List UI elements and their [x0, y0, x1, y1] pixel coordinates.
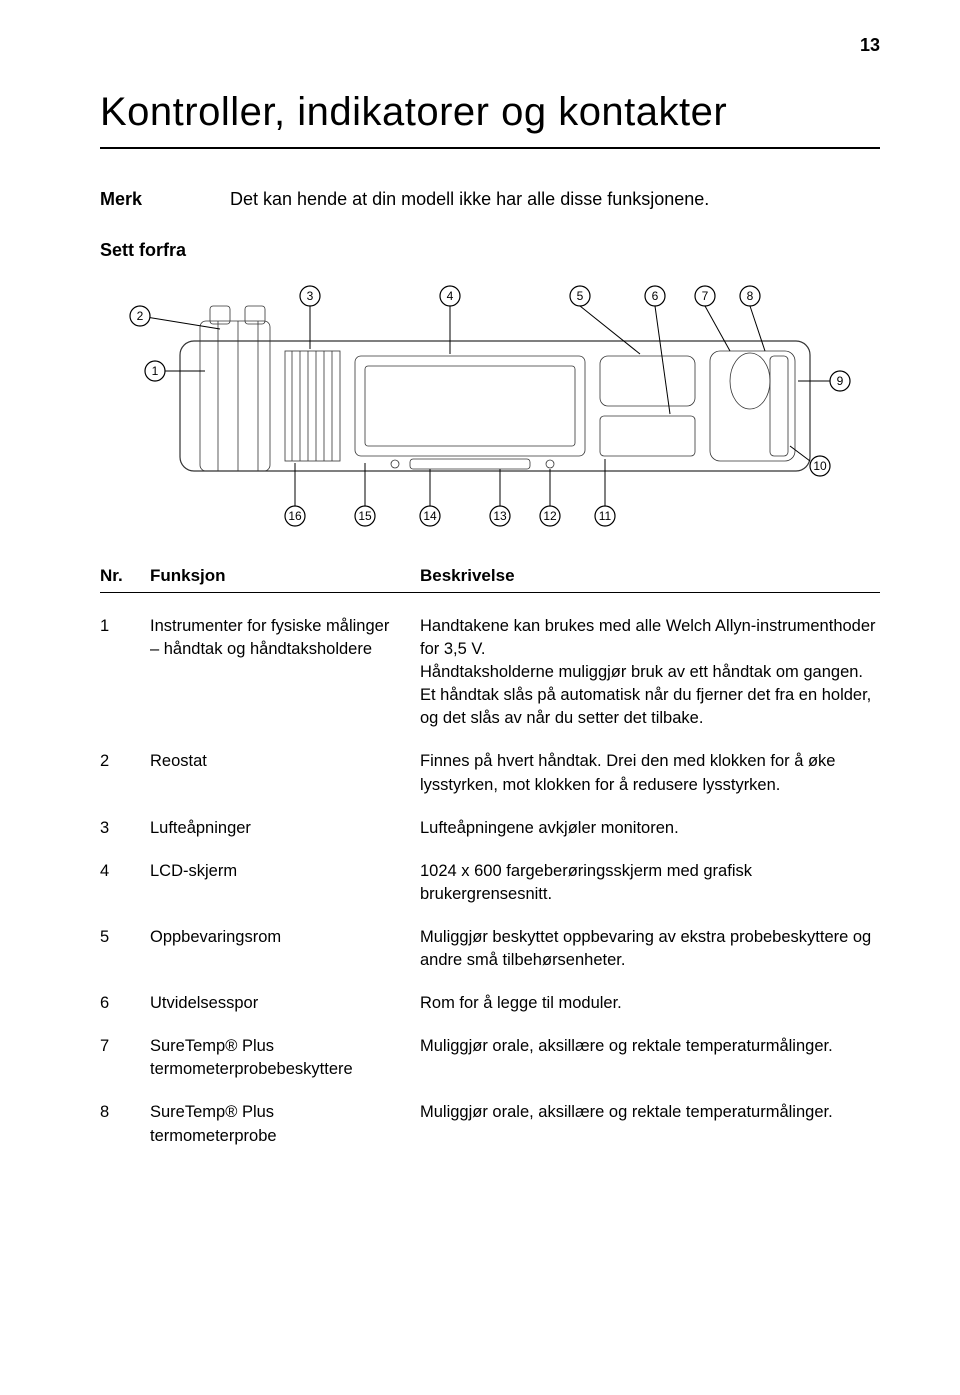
svg-text:11: 11 — [599, 509, 612, 523]
cell-desc: Rom for å legge til moduler. — [420, 992, 880, 1015]
col-fn: Funksjon — [150, 566, 420, 586]
device-diagram: 2 3 4 5 6 7 8 1 9 10 16 15 14 13 12 11 — [110, 281, 870, 531]
callout-12: 12 — [540, 506, 560, 526]
cell-nr: 2 — [100, 750, 150, 796]
svg-text:2: 2 — [137, 309, 144, 323]
svg-text:4: 4 — [447, 289, 454, 303]
callout-8: 8 — [740, 286, 760, 306]
cell-fn: LCD-skjerm — [150, 860, 420, 906]
callout-3: 3 — [300, 286, 320, 306]
cell-desc: Muliggjør beskyttet oppbevaring av ekstr… — [420, 926, 880, 972]
svg-text:9: 9 — [837, 374, 844, 388]
col-desc: Beskrivelse — [420, 566, 880, 586]
callout-7: 7 — [695, 286, 715, 306]
table-row: 1 Instrumenter for fysiske målinger – hå… — [100, 605, 880, 740]
callout-2: 2 — [130, 306, 150, 326]
cell-fn: Lufteåpninger — [150, 817, 420, 840]
cell-desc: Handtakene kan brukes med alle Welch All… — [420, 615, 880, 730]
cell-nr: 5 — [100, 926, 150, 972]
cell-nr: 4 — [100, 860, 150, 906]
svg-text:8: 8 — [747, 289, 754, 303]
page-title: Kontroller, indikatorer og kontakter — [100, 90, 880, 135]
callout-4: 4 — [440, 286, 460, 306]
cell-desc: Muliggjør orale, aksillære og rektale te… — [420, 1101, 880, 1147]
cell-desc: 1024 x 600 fargeberøringsskjerm med graf… — [420, 860, 880, 906]
title-rule — [100, 147, 880, 149]
merk-row: Merk Det kan hende at din modell ikke ha… — [100, 189, 880, 210]
merk-label: Merk — [100, 189, 230, 210]
callout-16: 16 — [285, 506, 305, 526]
svg-text:15: 15 — [358, 509, 372, 523]
page-number: 13 — [860, 35, 880, 56]
svg-text:1: 1 — [152, 364, 159, 378]
table-row: 2 Reostat Finnes på hvert håndtak. Drei … — [100, 740, 880, 806]
cell-fn: Instrumenter for fysiske målinger – hånd… — [150, 615, 420, 730]
cell-nr: 1 — [100, 615, 150, 730]
svg-text:7: 7 — [702, 289, 709, 303]
cell-fn: Utvidelsesspor — [150, 992, 420, 1015]
table-row: 3 Lufteåpninger Lufteåpningene avkjøler … — [100, 807, 880, 850]
table-row: 8 SureTemp® Plus termometerprobe Muliggj… — [100, 1091, 880, 1157]
cell-nr: 3 — [100, 817, 150, 840]
sett-heading: Sett forfra — [100, 240, 880, 261]
merk-text: Det kan hende at din modell ikke har all… — [230, 189, 709, 210]
diagram-container: 2 3 4 5 6 7 8 1 9 10 16 15 14 13 12 11 — [100, 281, 880, 531]
svg-text:3: 3 — [307, 289, 314, 303]
svg-text:16: 16 — [288, 509, 302, 523]
callout-14: 14 — [420, 506, 440, 526]
table-header: Nr. Funksjon Beskrivelse — [100, 566, 880, 593]
cell-desc: Lufteåpningene avkjøler monitoren. — [420, 817, 880, 840]
callout-5: 5 — [570, 286, 590, 306]
cell-desc: Muliggjør orale, aksillære og rektale te… — [420, 1035, 880, 1081]
callout-11: 11 — [595, 506, 615, 526]
cell-fn: Reostat — [150, 750, 420, 796]
col-nr: Nr. — [100, 566, 150, 586]
callout-9: 9 — [830, 371, 850, 391]
table-row: 7 SureTemp® Plus termometerprobebeskytte… — [100, 1025, 880, 1091]
svg-text:10: 10 — [813, 459, 827, 473]
svg-text:6: 6 — [652, 289, 659, 303]
table-row: 4 LCD-skjerm 1024 x 600 fargeberøringssk… — [100, 850, 880, 916]
cell-fn: Oppbevaringsrom — [150, 926, 420, 972]
svg-text:13: 13 — [493, 509, 507, 523]
svg-text:12: 12 — [543, 509, 557, 523]
svg-text:5: 5 — [577, 289, 584, 303]
callout-1: 1 — [145, 361, 165, 381]
callout-13: 13 — [490, 506, 510, 526]
cell-nr: 8 — [100, 1101, 150, 1147]
callout-15: 15 — [355, 506, 375, 526]
cell-desc: Finnes på hvert håndtak. Drei den med kl… — [420, 750, 880, 796]
page: 13 Kontroller, indikatorer og kontakter … — [0, 0, 960, 1395]
cell-nr: 6 — [100, 992, 150, 1015]
callout-10: 10 — [810, 456, 830, 476]
cell-fn: SureTemp® Plus termometerprobe — [150, 1101, 420, 1147]
cell-nr: 7 — [100, 1035, 150, 1081]
callout-6: 6 — [645, 286, 665, 306]
cell-fn: SureTemp® Plus termometerprobebeskyttere — [150, 1035, 420, 1081]
table-row: 6 Utvidelsesspor Rom for å legge til mod… — [100, 982, 880, 1025]
svg-text:14: 14 — [423, 509, 437, 523]
table-row: 5 Oppbevaringsrom Muliggjør beskyttet op… — [100, 916, 880, 982]
